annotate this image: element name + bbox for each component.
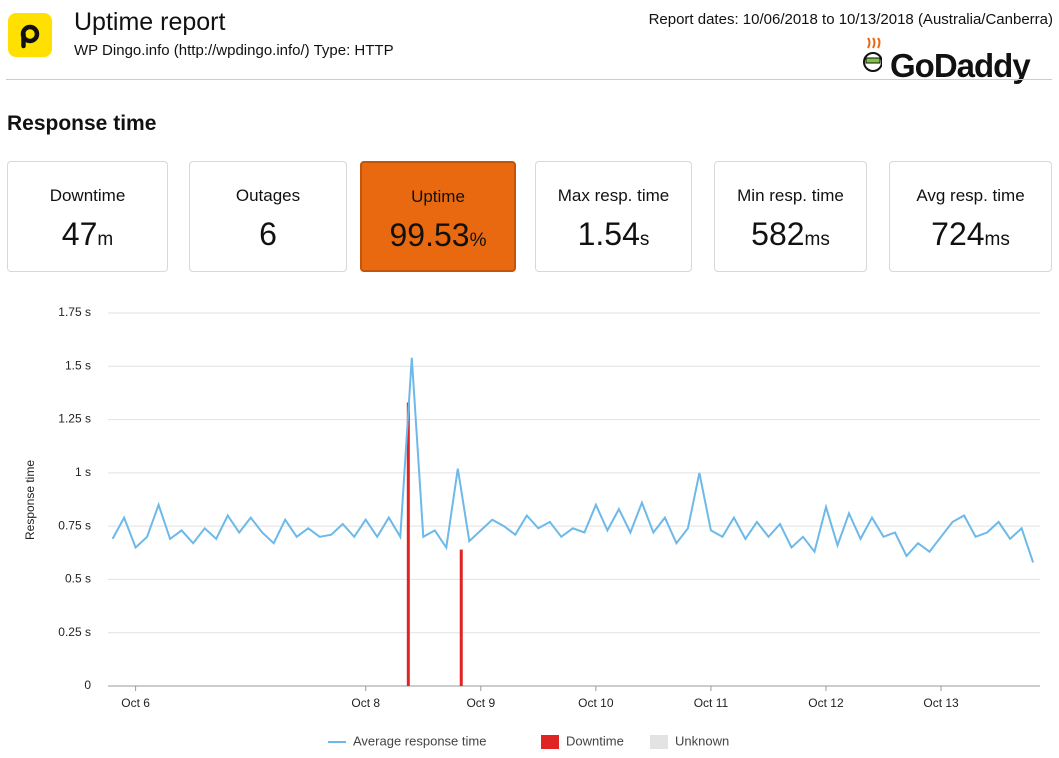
- y-tick-label: 1.25 s: [58, 412, 91, 426]
- y-tick-label: 0.25 s: [58, 625, 91, 639]
- x-tick-label: Oct 10: [578, 696, 614, 710]
- stat-label: Outages: [235, 186, 301, 205]
- stat-label: Min resp. time: [737, 186, 844, 205]
- stat-card: Outages 6: [189, 161, 347, 272]
- stat-label: Max resp. time: [557, 186, 670, 205]
- x-tick-label: Oct 11: [694, 696, 729, 710]
- stat-card: Downtime 47m: [7, 161, 168, 272]
- brand: GoDaddy: [890, 47, 1031, 84]
- title: Uptime report: [74, 8, 226, 36]
- subtitle: WP Dingo.info (http://wpdingo.info/) Typ…: [74, 42, 394, 59]
- stat-label: Uptime: [411, 187, 465, 206]
- y-tick-label: 0: [84, 678, 91, 692]
- y-tick-label: 0.5 s: [65, 572, 91, 586]
- report-dates: Report dates: 10/06/2018 to 10/13/2018 (…: [648, 11, 1053, 28]
- stat-card: Max resp. time 1.54s: [535, 161, 692, 272]
- stat-label: Avg resp. time: [916, 186, 1025, 205]
- stat-number: 6: [259, 216, 277, 252]
- y-axis-title: Response time: [23, 460, 37, 540]
- divider: [6, 79, 1052, 80]
- stat-unit: ms: [984, 229, 1010, 250]
- stat-number: 582: [751, 216, 805, 252]
- stat-unit: s: [639, 229, 650, 250]
- x-tick-label: Oct 12: [808, 696, 844, 710]
- brand-icon: [863, 37, 882, 72]
- stat-label: Downtime: [49, 186, 126, 205]
- stat-unit: m: [97, 229, 114, 250]
- stat-value: 724ms: [890, 216, 1051, 253]
- stat-card: Uptime 99.53%: [360, 161, 516, 272]
- response-line: [111, 357, 1035, 563]
- x-tick-label: Oct 13: [923, 696, 959, 710]
- stat-value: 6: [190, 216, 346, 253]
- stat-value: 582ms: [715, 216, 866, 253]
- chart: Response time 0 0.25 s 0.5 s 0.75 s 1 s 1.25 …: [23, 305, 1040, 749]
- y-tick-label: 1.75 s: [58, 305, 91, 319]
- downtime-bar: [406, 402, 410, 686]
- legend-label: Unknown: [675, 733, 729, 748]
- x-tick-label: Oct 9: [466, 696, 495, 710]
- section-title: Response time: [7, 112, 157, 135]
- stat-number: 1.54: [577, 216, 640, 252]
- x-tick-label: Oct 6: [121, 696, 150, 710]
- stat-unit: %: [469, 230, 487, 251]
- y-tick-label: 0.75 s: [58, 518, 91, 532]
- stat-number: 99.53: [389, 217, 470, 253]
- stat-card: Avg resp. time 724ms: [889, 161, 1052, 272]
- y-tick-label: 1 s: [75, 465, 91, 479]
- stat-number: 47: [61, 216, 98, 252]
- stat-unit: ms: [804, 229, 830, 250]
- legend-swatch: [650, 735, 668, 749]
- y-tick-label: 1.5 s: [65, 358, 91, 372]
- stat-number: 724: [931, 216, 985, 252]
- x-tick-label: Oct 8: [351, 696, 380, 710]
- stat-value: 47m: [8, 216, 167, 253]
- legend-label: Downtime: [566, 733, 624, 748]
- legend-label: Average response time: [353, 733, 486, 748]
- downtime-bar: [459, 549, 463, 686]
- logo: [8, 13, 52, 57]
- legend-swatch: [541, 735, 559, 749]
- stat-value: 1.54s: [536, 216, 691, 253]
- stat-card: Min resp. time 582ms: [714, 161, 867, 272]
- stat-value: 99.53%: [362, 217, 514, 254]
- logo-icon: [20, 24, 40, 49]
